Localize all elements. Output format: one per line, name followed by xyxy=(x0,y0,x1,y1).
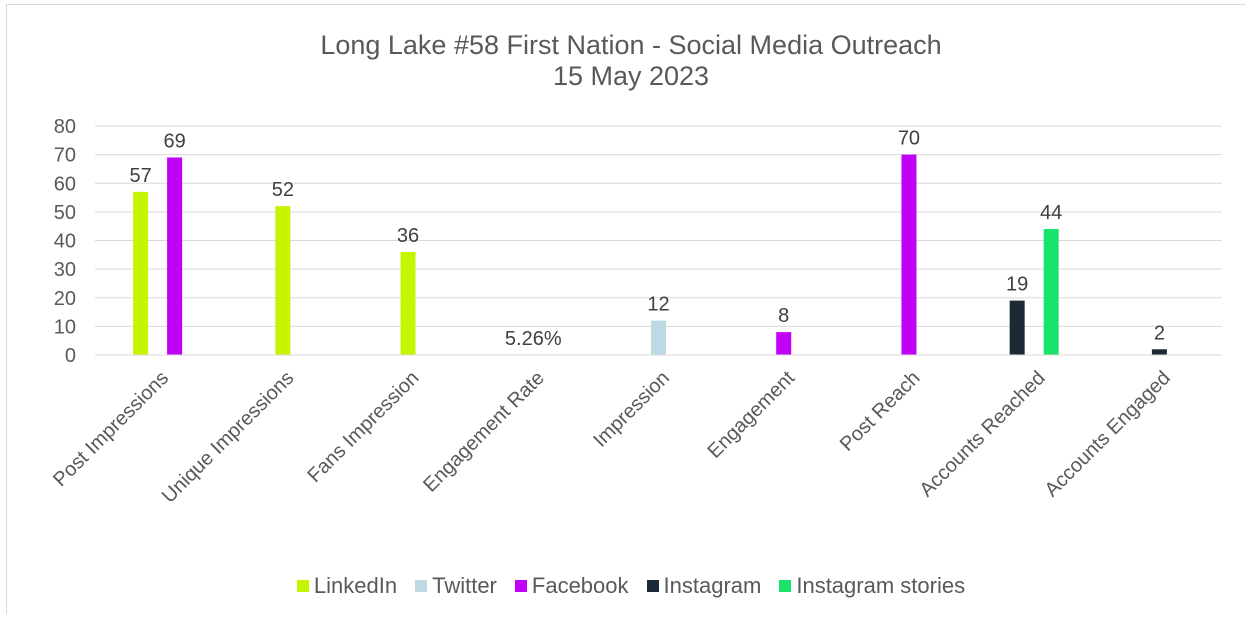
x-tick-label: Engagement xyxy=(704,367,800,463)
data-label: 19 xyxy=(1006,274,1028,296)
bar xyxy=(776,332,792,355)
bars xyxy=(133,154,1167,355)
bar xyxy=(1151,349,1167,355)
legend-label: Instagram stories xyxy=(796,573,966,598)
legend-swatch xyxy=(296,580,309,592)
legend-label: Facebook xyxy=(531,573,629,598)
legend-item: Instagram xyxy=(646,573,762,599)
y-tick-label: 80 xyxy=(54,116,76,138)
x-tick-label: Unique Impressions xyxy=(158,367,299,508)
data-label: 57 xyxy=(129,165,151,187)
data-label: 69 xyxy=(163,130,185,152)
y-tick-label: 20 xyxy=(54,288,76,310)
x-tick-label: Accounts Reached xyxy=(915,367,1049,501)
x-tick-label: Impression xyxy=(589,367,674,452)
chart-subtitle: 15 May 2023 xyxy=(552,61,710,91)
legend-swatch xyxy=(415,580,428,592)
legend-label: Instagram xyxy=(663,573,762,598)
bar xyxy=(1009,300,1025,355)
bar xyxy=(133,191,149,355)
bar xyxy=(275,206,291,355)
legend-item: LinkedIn xyxy=(296,573,398,599)
legend-label: Twitter xyxy=(432,573,497,598)
x-tick-label: Post Reach xyxy=(836,367,925,456)
legend-item: Facebook xyxy=(514,573,629,599)
y-tick-label: 10 xyxy=(54,316,76,338)
bar xyxy=(1043,229,1059,355)
bar xyxy=(167,157,183,355)
chart-plot: 0 10 20 30 40 50 60 70 80 Post ImpressionsUnique … xyxy=(49,116,1222,508)
y-tick-label: 50 xyxy=(54,202,76,224)
data-label: 12 xyxy=(647,294,669,316)
bar xyxy=(651,320,666,355)
chart-title-block: Long Lake #58 First Nation - Social Medi… xyxy=(0,30,1250,92)
x-tick-label: Post Impressions xyxy=(49,367,173,491)
data-label: 70 xyxy=(898,128,920,150)
data-labels: 57 69 52 36 5.26% 12 8 70 19 44 2 xyxy=(129,128,1164,350)
chart-legend: LinkedIn Twitter Facebook Instagram Instagra… xyxy=(0,573,1250,599)
legend-swatch xyxy=(514,580,527,592)
x-tick-label: Fans Impression xyxy=(303,367,423,487)
data-label: 2 xyxy=(1154,322,1165,344)
y-tick-label: 40 xyxy=(54,231,76,253)
legend-swatch xyxy=(779,580,792,592)
chart-frame xyxy=(6,4,1246,614)
data-label: 5.26% xyxy=(505,328,562,350)
bar xyxy=(901,154,917,355)
bar xyxy=(400,251,416,355)
y-tick-label: 60 xyxy=(54,173,76,195)
x-tick-label: Accounts Engaged xyxy=(1041,367,1175,501)
data-label: 52 xyxy=(272,179,294,201)
y-tick-label: 30 xyxy=(54,259,76,281)
y-tick-label: 0 xyxy=(65,345,76,367)
data-label: 44 xyxy=(1040,202,1062,224)
data-label: 36 xyxy=(397,225,419,247)
legend-label: LinkedIn xyxy=(313,573,398,598)
y-tick-label: 70 xyxy=(54,145,76,167)
legend-item: Twitter xyxy=(415,573,497,599)
data-label: 8 xyxy=(778,305,789,327)
y-axis: 0 10 20 30 40 50 60 70 80 Post ImpressionsUnique … xyxy=(49,116,1175,508)
x-tick-label: Engagement Rate xyxy=(419,367,549,497)
legend-item: Instagram stories xyxy=(779,573,965,599)
chart-title: Long Lake #58 First Nation - Social Medi… xyxy=(320,30,942,60)
legend-swatch xyxy=(646,580,659,592)
